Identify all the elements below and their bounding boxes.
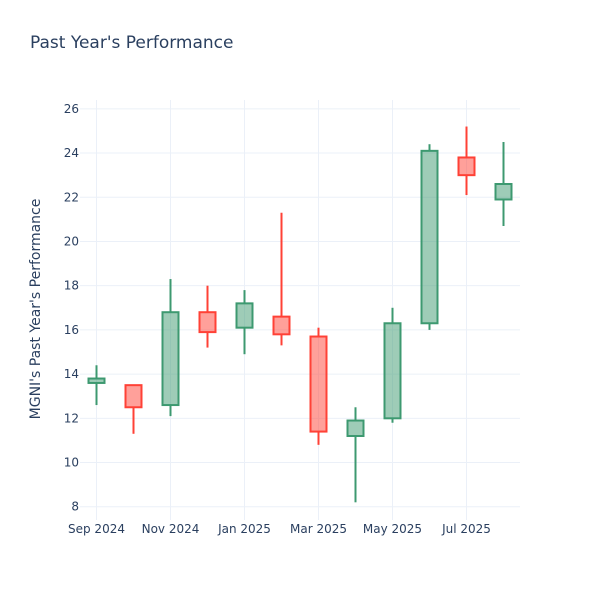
y-tick-label: 10 [64, 456, 79, 470]
candle-body [346, 419, 365, 437]
y-axis-ticks: 8 10 12 14 16 18 20 22 24 26 [64, 102, 79, 514]
y-tick-label: 16 [64, 323, 79, 337]
grid-layer [80, 100, 520, 520]
candle-decreasing [457, 126, 476, 196]
candle-increasing [383, 307, 402, 423]
x-tick-label: May 2025 [363, 522, 422, 536]
candle-increasing [87, 365, 106, 406]
y-tick-label: 24 [64, 146, 79, 160]
x-tick-label: Nov 2024 [142, 522, 200, 536]
candle-body [124, 384, 143, 409]
chart-title: Past Year's Performance [30, 33, 234, 53]
candle-body [420, 149, 439, 325]
candle-body [457, 156, 476, 177]
y-tick-label: 8 [71, 500, 79, 514]
y-tick-label: 20 [64, 234, 79, 248]
y-axis-label: MGNI's Past Year's Performance [28, 199, 44, 420]
y-tick-label: 12 [64, 411, 79, 425]
x-tick-label: Mar 2025 [290, 522, 347, 536]
x-tick-label: Jan 2025 [217, 522, 271, 536]
candle-decreasing [124, 384, 143, 434]
candles-layer [87, 126, 513, 503]
candle-body [272, 315, 291, 336]
y-tick-label: 14 [64, 367, 79, 381]
candle-decreasing [198, 285, 217, 348]
candle-decreasing [309, 327, 328, 445]
candle-body [198, 311, 217, 334]
candle-body [87, 377, 106, 384]
y-tick-label: 18 [64, 279, 79, 293]
y-tick-label: 26 [64, 102, 79, 116]
candle-body [383, 322, 402, 420]
candle-increasing [161, 279, 180, 417]
candle-body [309, 335, 328, 433]
x-axis-ticks: Sep 2024 Nov 2024 Jan 2025 Mar 2025 May 2025… [68, 522, 491, 536]
y-tick-label: 22 [64, 190, 79, 204]
candle-increasing [346, 407, 365, 503]
candle-increasing [235, 290, 254, 355]
candle-decreasing [272, 212, 291, 346]
candle-increasing [420, 144, 439, 330]
candle-body [235, 302, 254, 329]
candle-body [494, 183, 513, 201]
candle-increasing [494, 142, 513, 226]
x-tick-label: Jul 2025 [441, 522, 491, 536]
candle-body [161, 311, 180, 407]
x-tick-label: Sep 2024 [68, 522, 125, 536]
